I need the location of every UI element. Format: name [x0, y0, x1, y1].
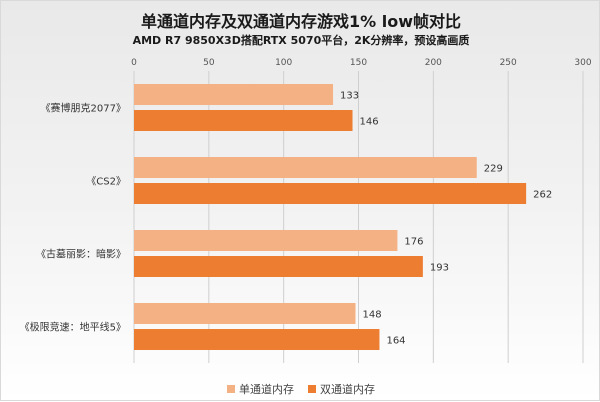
x-tick-label-6: 300: [574, 58, 591, 68]
data-label-3-1: 164: [386, 336, 405, 347]
data-label-0-0: 133: [340, 91, 359, 102]
legend-item-single: 单通道内存: [227, 381, 294, 397]
legend-label-dual: 双通道内存: [320, 383, 375, 396]
legend-label-single: 单通道内存: [239, 383, 294, 396]
data-label-0-1: 146: [360, 117, 379, 128]
x-tick-label-1: 50: [203, 58, 215, 68]
legend-item-dual: 双通道内存: [308, 381, 375, 397]
x-tick-label-4: 200: [425, 58, 442, 68]
chart-subtitle: AMD R7 9850X3D搭配RTX 5070平台，2K分辨率，预设高画质: [132, 34, 470, 47]
x-tick-label-2: 100: [275, 58, 292, 68]
legend-swatch-dual: [308, 385, 316, 393]
x-tick-label-0: 0: [131, 58, 137, 68]
data-label-3-0: 148: [363, 310, 382, 321]
category-label-2: 《古墓丽影：暗影》: [36, 248, 126, 261]
bar-2-0: [134, 230, 398, 251]
data-label-2-1: 193: [430, 263, 449, 274]
chart-legend: 单通道内存 双通道内存: [1, 381, 600, 397]
bar-0-1: [134, 110, 353, 131]
bar-2-1: [134, 256, 423, 277]
data-label-1-1: 262: [533, 190, 552, 201]
x-tick-label-5: 250: [500, 58, 517, 68]
bar-3-0: [134, 303, 356, 324]
category-label-1: 《CS2》: [86, 176, 126, 188]
legend-swatch-single: [227, 385, 235, 393]
bar-1-0: [134, 157, 477, 178]
data-label-2-0: 176: [404, 237, 423, 248]
x-tick-label-3: 150: [350, 58, 367, 68]
bar-3-1: [134, 329, 380, 350]
bar-0-0: [134, 84, 334, 105]
chart-title: 单通道内存及双通道内存游戏1% low帧对比: [141, 12, 461, 31]
category-label-0: 《赛博朋克2077》: [41, 102, 126, 115]
bar-1-1: [134, 183, 527, 204]
category-label-3: 《极限竞速：地平线5》: [20, 321, 126, 334]
data-label-1-0: 229: [484, 164, 503, 175]
